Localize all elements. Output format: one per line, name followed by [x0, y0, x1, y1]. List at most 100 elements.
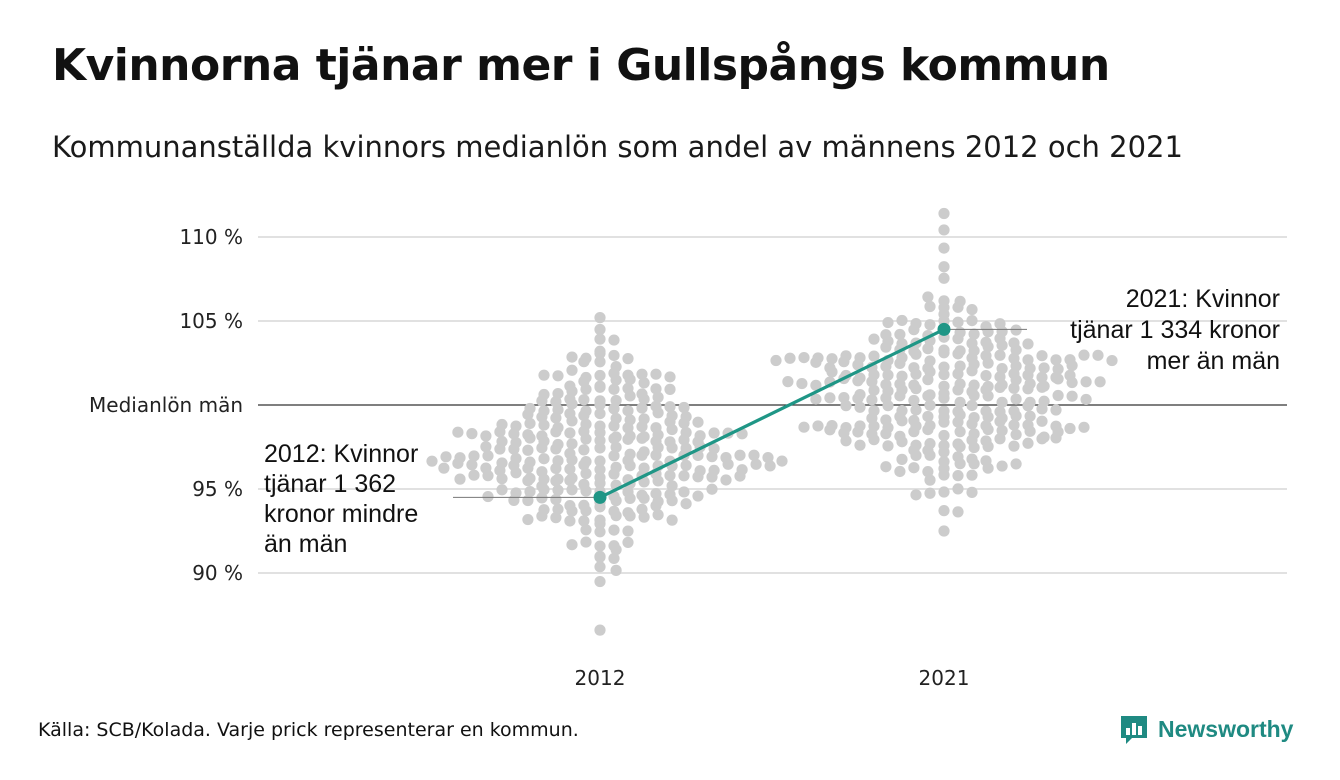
- municipality-dot: [564, 427, 576, 439]
- municipality-dot: [594, 347, 606, 360]
- municipality-dot: [982, 411, 994, 423]
- municipality-dot: [1008, 382, 1020, 394]
- municipality-dot: [650, 383, 662, 395]
- municipality-dot: [852, 392, 864, 405]
- municipality-dot: [636, 402, 648, 414]
- municipality-dot: [1008, 419, 1020, 431]
- municipality-dot: [966, 418, 978, 430]
- municipality-dot: [536, 510, 548, 522]
- municipality-dot: [896, 453, 908, 465]
- municipality-dot: [868, 434, 880, 446]
- municipality-dot: [1066, 376, 1078, 389]
- municipality-dot: [494, 443, 506, 455]
- municipality-dot: [666, 442, 678, 454]
- municipality-dot: [594, 551, 606, 563]
- municipality-dot: [1036, 415, 1048, 427]
- municipality-dot: [666, 480, 678, 492]
- municipality-dot: [868, 333, 880, 345]
- municipality-dot: [1022, 354, 1034, 366]
- municipality-dot: [938, 224, 950, 236]
- municipality-dot: [880, 428, 892, 440]
- municipality-dot: [866, 394, 878, 406]
- municipality-dot: [578, 444, 590, 456]
- municipality-dot: [594, 455, 606, 467]
- municipality-dot: [652, 475, 664, 487]
- municipality-dot: [580, 536, 592, 548]
- municipality-dot: [578, 459, 590, 471]
- municipality-dot: [482, 470, 494, 482]
- municipality-dot: [580, 433, 592, 445]
- municipality-dot: [922, 423, 934, 436]
- municipality-dot: [1010, 324, 1022, 336]
- municipality-dot: [594, 427, 606, 439]
- municipality-dot: [938, 416, 950, 428]
- municipality-dot: [1036, 371, 1048, 383]
- municipality-dot: [996, 339, 1008, 351]
- municipality-dot: [522, 494, 534, 507]
- annotation-2012-line: 2012: Kvinnor: [264, 440, 418, 468]
- municipality-dot: [994, 349, 1006, 361]
- municipality-dot: [610, 564, 622, 576]
- municipality-dot: [594, 561, 606, 573]
- municipality-dot: [440, 451, 452, 463]
- municipality-dot: [578, 409, 590, 422]
- annotation-2021-line: 2021: Kvinnor: [1126, 285, 1280, 313]
- municipality-dot: [638, 511, 650, 523]
- municipality-dot: [748, 449, 760, 461]
- municipality-dot: [666, 495, 678, 507]
- municipality-dot: [438, 462, 450, 474]
- municipality-dot: [522, 462, 534, 474]
- municipality-dot: [636, 368, 648, 380]
- municipality-dot: [652, 391, 664, 403]
- municipality-dot: [608, 552, 620, 565]
- municipality-dot: [1024, 425, 1036, 437]
- municipality-dot: [952, 301, 964, 313]
- municipality-dot: [982, 462, 994, 474]
- municipality-dot: [578, 515, 590, 527]
- municipality-dot: [982, 440, 994, 453]
- municipality-dot: [924, 300, 936, 313]
- municipality-dot: [692, 490, 704, 502]
- municipality-dot: [594, 463, 606, 476]
- municipality-dot: [664, 401, 676, 413]
- municipality-dot: [594, 442, 606, 454]
- municipality-dot: [938, 347, 950, 359]
- municipality-dot: [880, 461, 892, 473]
- municipality-dot: [538, 419, 550, 431]
- municipality-dot: [1022, 383, 1034, 395]
- municipality-dot: [678, 401, 690, 414]
- municipality-dot: [938, 429, 950, 442]
- municipality-dot: [564, 463, 576, 475]
- municipality-dot: [610, 441, 622, 453]
- municipality-dot: [664, 371, 676, 383]
- municipality-dot: [826, 353, 838, 365]
- municipality-dot: [692, 416, 704, 428]
- municipality-dot: [550, 443, 562, 455]
- municipality-dot: [1008, 440, 1020, 452]
- municipality-dot: [622, 525, 634, 537]
- municipality-dot: [868, 350, 880, 362]
- municipality-dot: [636, 420, 648, 433]
- municipality-dot: [1066, 359, 1078, 372]
- municipality-dot: [952, 316, 964, 328]
- municipality-dot: [608, 334, 620, 346]
- municipality-dot: [624, 492, 636, 505]
- municipality-dot: [982, 390, 994, 402]
- municipality-dot: [706, 471, 718, 483]
- municipality-dot: [566, 505, 578, 517]
- municipality-dot: [812, 420, 824, 432]
- municipality-dot: [798, 421, 810, 433]
- municipality-dot: [622, 536, 634, 549]
- municipality-dot: [924, 487, 936, 499]
- municipality-dot: [1010, 458, 1022, 470]
- municipality-dot: [594, 333, 606, 345]
- municipality-dot: [624, 390, 636, 402]
- municipality-dot: [1052, 363, 1064, 375]
- annotation-2021-line: mer än män: [1147, 347, 1280, 375]
- municipality-dot: [954, 426, 966, 438]
- municipality-dot: [896, 415, 908, 427]
- municipality-dot: [706, 483, 718, 495]
- municipality-dot: [566, 484, 578, 496]
- annotation-2012-line: tjänar 1 362: [264, 470, 396, 498]
- municipality-dot: [938, 207, 950, 220]
